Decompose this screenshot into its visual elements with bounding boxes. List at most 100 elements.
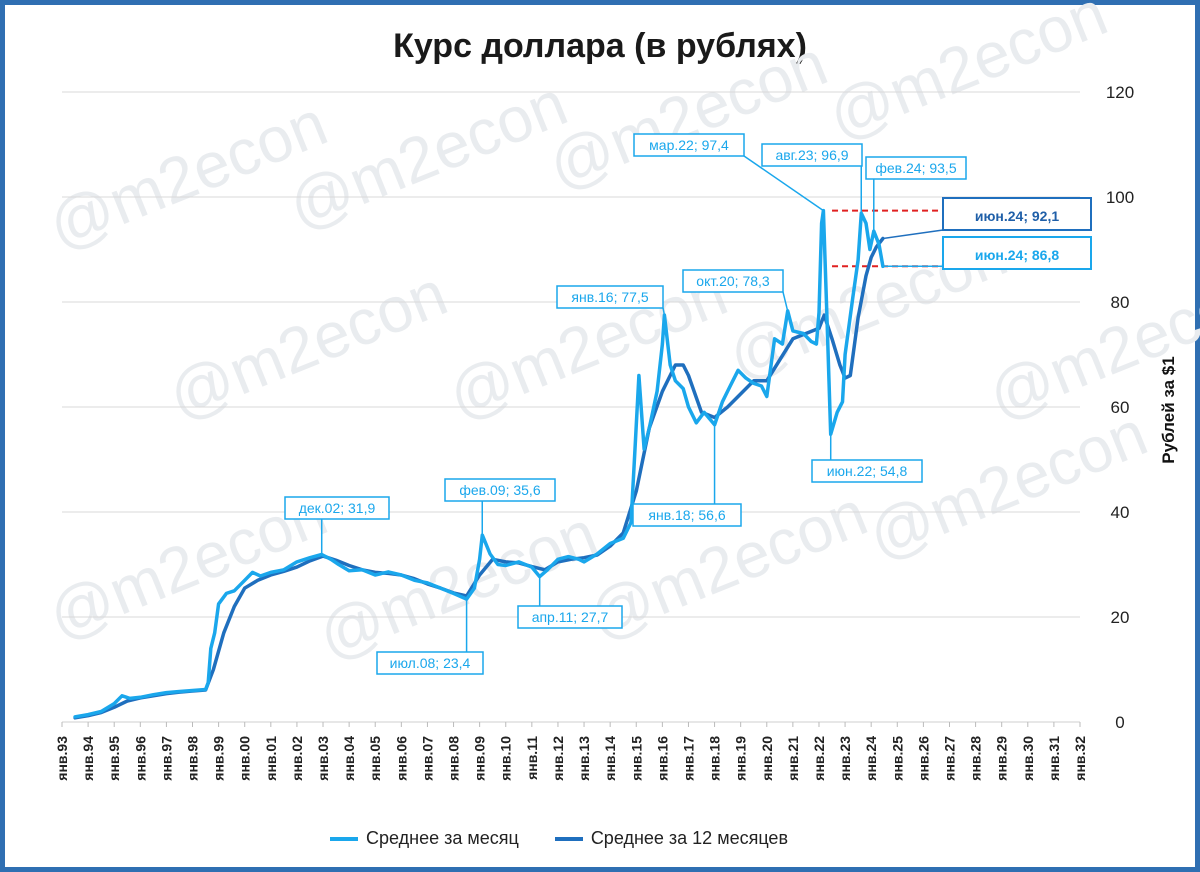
annotation-box [761,143,863,167]
x-tick-label: янв.16 [654,736,670,781]
annotation-box [942,236,1092,270]
watermark-text: @m2econ [308,497,606,673]
watermark-layer: @m2econ@m2econ@m2econ@m2econ@m2econ@m2ec… [38,0,1200,673]
x-tick-label: янв.15 [628,736,644,781]
annotation-label: июн.22; 54,8 [827,463,908,479]
x-tick-label: янв.03 [315,736,331,781]
x-tick-label: янв.18 [707,736,723,781]
annotation-leader [743,155,824,212]
legend-label-12month: Среднее за 12 месяцев [590,828,789,848]
annotation-label: мар.22; 97,4 [649,137,729,153]
x-tick-label: янв.95 [106,736,122,781]
x-tick-label: янв.31 [1046,736,1062,781]
legend-item-12month[interactable]: Среднее за 12 месяцев [554,828,789,849]
x-tick-label: янв.02 [289,736,305,781]
y-axis-ticks: 0 20 40 60 80 100 120 [1106,83,1134,732]
annotation-box [865,156,967,180]
y-axis-label: Рублей за $1 [1159,356,1178,463]
x-tick-label: янв.27 [941,736,957,781]
annotation-callout: дек.02; 31,9 [284,496,390,555]
x-tick-label: янв.96 [132,736,148,781]
x-tick-label: янв.97 [158,736,174,781]
annotation-callout: фев.09; 35,6 [444,478,556,536]
x-tick-label: янв.09 [472,736,488,781]
annotations-layer: дек.02; 31,9 июл.08; 23,4 фев.09; 35,6 апр.… [284,133,1092,675]
y-tick-label: 80 [1111,293,1130,312]
y-tick-label: 20 [1111,608,1130,627]
annotation-label: авг.23; 96,9 [775,147,848,163]
chart-title: Курс доллара (в рублях) [393,27,807,65]
x-tick-label: янв.99 [211,736,227,781]
annotation-callout: окт.20; 78,3 [682,269,789,312]
x-tick-label: янв.05 [367,736,383,781]
x-tick-label: янв.24 [863,736,879,781]
annotation-callout: июн.22; 54,8 [811,434,923,483]
annotation-callout: авг.23; 96,9 [761,143,863,214]
annotation-callout: янв.16; 77,5 [556,285,666,316]
watermark-text: @m2econ [578,477,876,653]
x-tick-label: янв.21 [785,736,801,781]
annotation-box [633,133,745,157]
annotation-box [376,651,484,675]
x-tick-label: янв.17 [680,736,696,781]
annotation-label: янв.16; 77,5 [571,289,648,305]
series-layer [73,208,885,720]
annotation-box [556,285,664,309]
y-tick-label: 100 [1106,188,1134,207]
annotation-label: апр.11; 27,7 [532,609,609,625]
annotation-callout: июл.08; 23,4 [376,599,484,675]
annotation-leader [662,307,666,316]
annotation-label: фев.09; 35,6 [459,482,540,498]
x-tick-label: янв.01 [263,736,279,781]
annotation-callout: июн.24; 92,1 [882,197,1092,240]
x-tick-label: янв.20 [759,736,775,781]
legend-swatch-monthly [330,836,358,841]
annotation-box [444,478,556,502]
x-tick-label: янв.30 [1020,736,1036,781]
x-tick-label: янв.11 [524,736,540,780]
x-tick-label: янв.13 [576,736,592,781]
annotation-callout: апр.11; 27,7 [517,576,623,629]
series-line-monthly [73,208,885,719]
x-tick-label: янв.04 [341,736,357,781]
x-tick-label: янв.26 [915,736,931,781]
x-tick-label: янв.06 [393,736,409,781]
y-tick-label: 60 [1111,398,1130,417]
x-tick-label: янв.98 [185,736,201,781]
annotation-callout: янв.18; 56,6 [632,424,742,527]
x-tick-label: янв.94 [80,736,96,781]
watermark-text: @m2econ [818,0,1116,153]
annotation-label: дек.02; 31,9 [299,500,376,516]
annotation-label: фев.24; 93,5 [875,160,956,176]
y-tick-label: 0 [1115,713,1124,732]
x-tick-label: янв.19 [733,736,749,781]
annotation-leader [782,291,789,312]
legend-swatch-12month [554,836,583,841]
annotation-box [517,605,623,629]
x-tick-label: янв.23 [837,736,853,781]
x-axis-ticks: янв.93 янв.94 янв.95 янв.96 янв.97 янв.98 янв.… [54,722,1088,781]
annotation-label: июн.24; 86,8 [975,247,1059,263]
x-tick-label: янв.00 [237,736,253,781]
annotation-label: июн.24; 92,1 [975,208,1059,224]
legend-item-monthly[interactable]: Среднее за месяц [330,828,519,849]
x-tick-label: янв.29 [994,736,1010,781]
annotation-callout: фев.24; 93,5 [865,156,967,232]
annotation-leader [882,229,944,240]
x-tick-label: янв.12 [550,736,566,781]
x-tick-label: янв.28 [968,736,984,781]
legend-label-monthly: Среднее за месяц [366,828,519,848]
y-tick-label: 40 [1111,503,1130,522]
x-tick-label: янв.14 [602,736,618,781]
annotation-box [811,459,923,483]
annotation-box [632,503,742,527]
annotation-callout: июн.24; 86,8 [882,236,1092,270]
x-tick-label: янв.93 [54,736,70,781]
annotation-box [284,496,390,520]
x-tick-label: янв.22 [811,736,827,781]
x-tick-label: янв.07 [419,736,435,781]
x-tick-label: янв.08 [446,736,462,781]
annotation-label: янв.18; 56,6 [648,507,725,523]
